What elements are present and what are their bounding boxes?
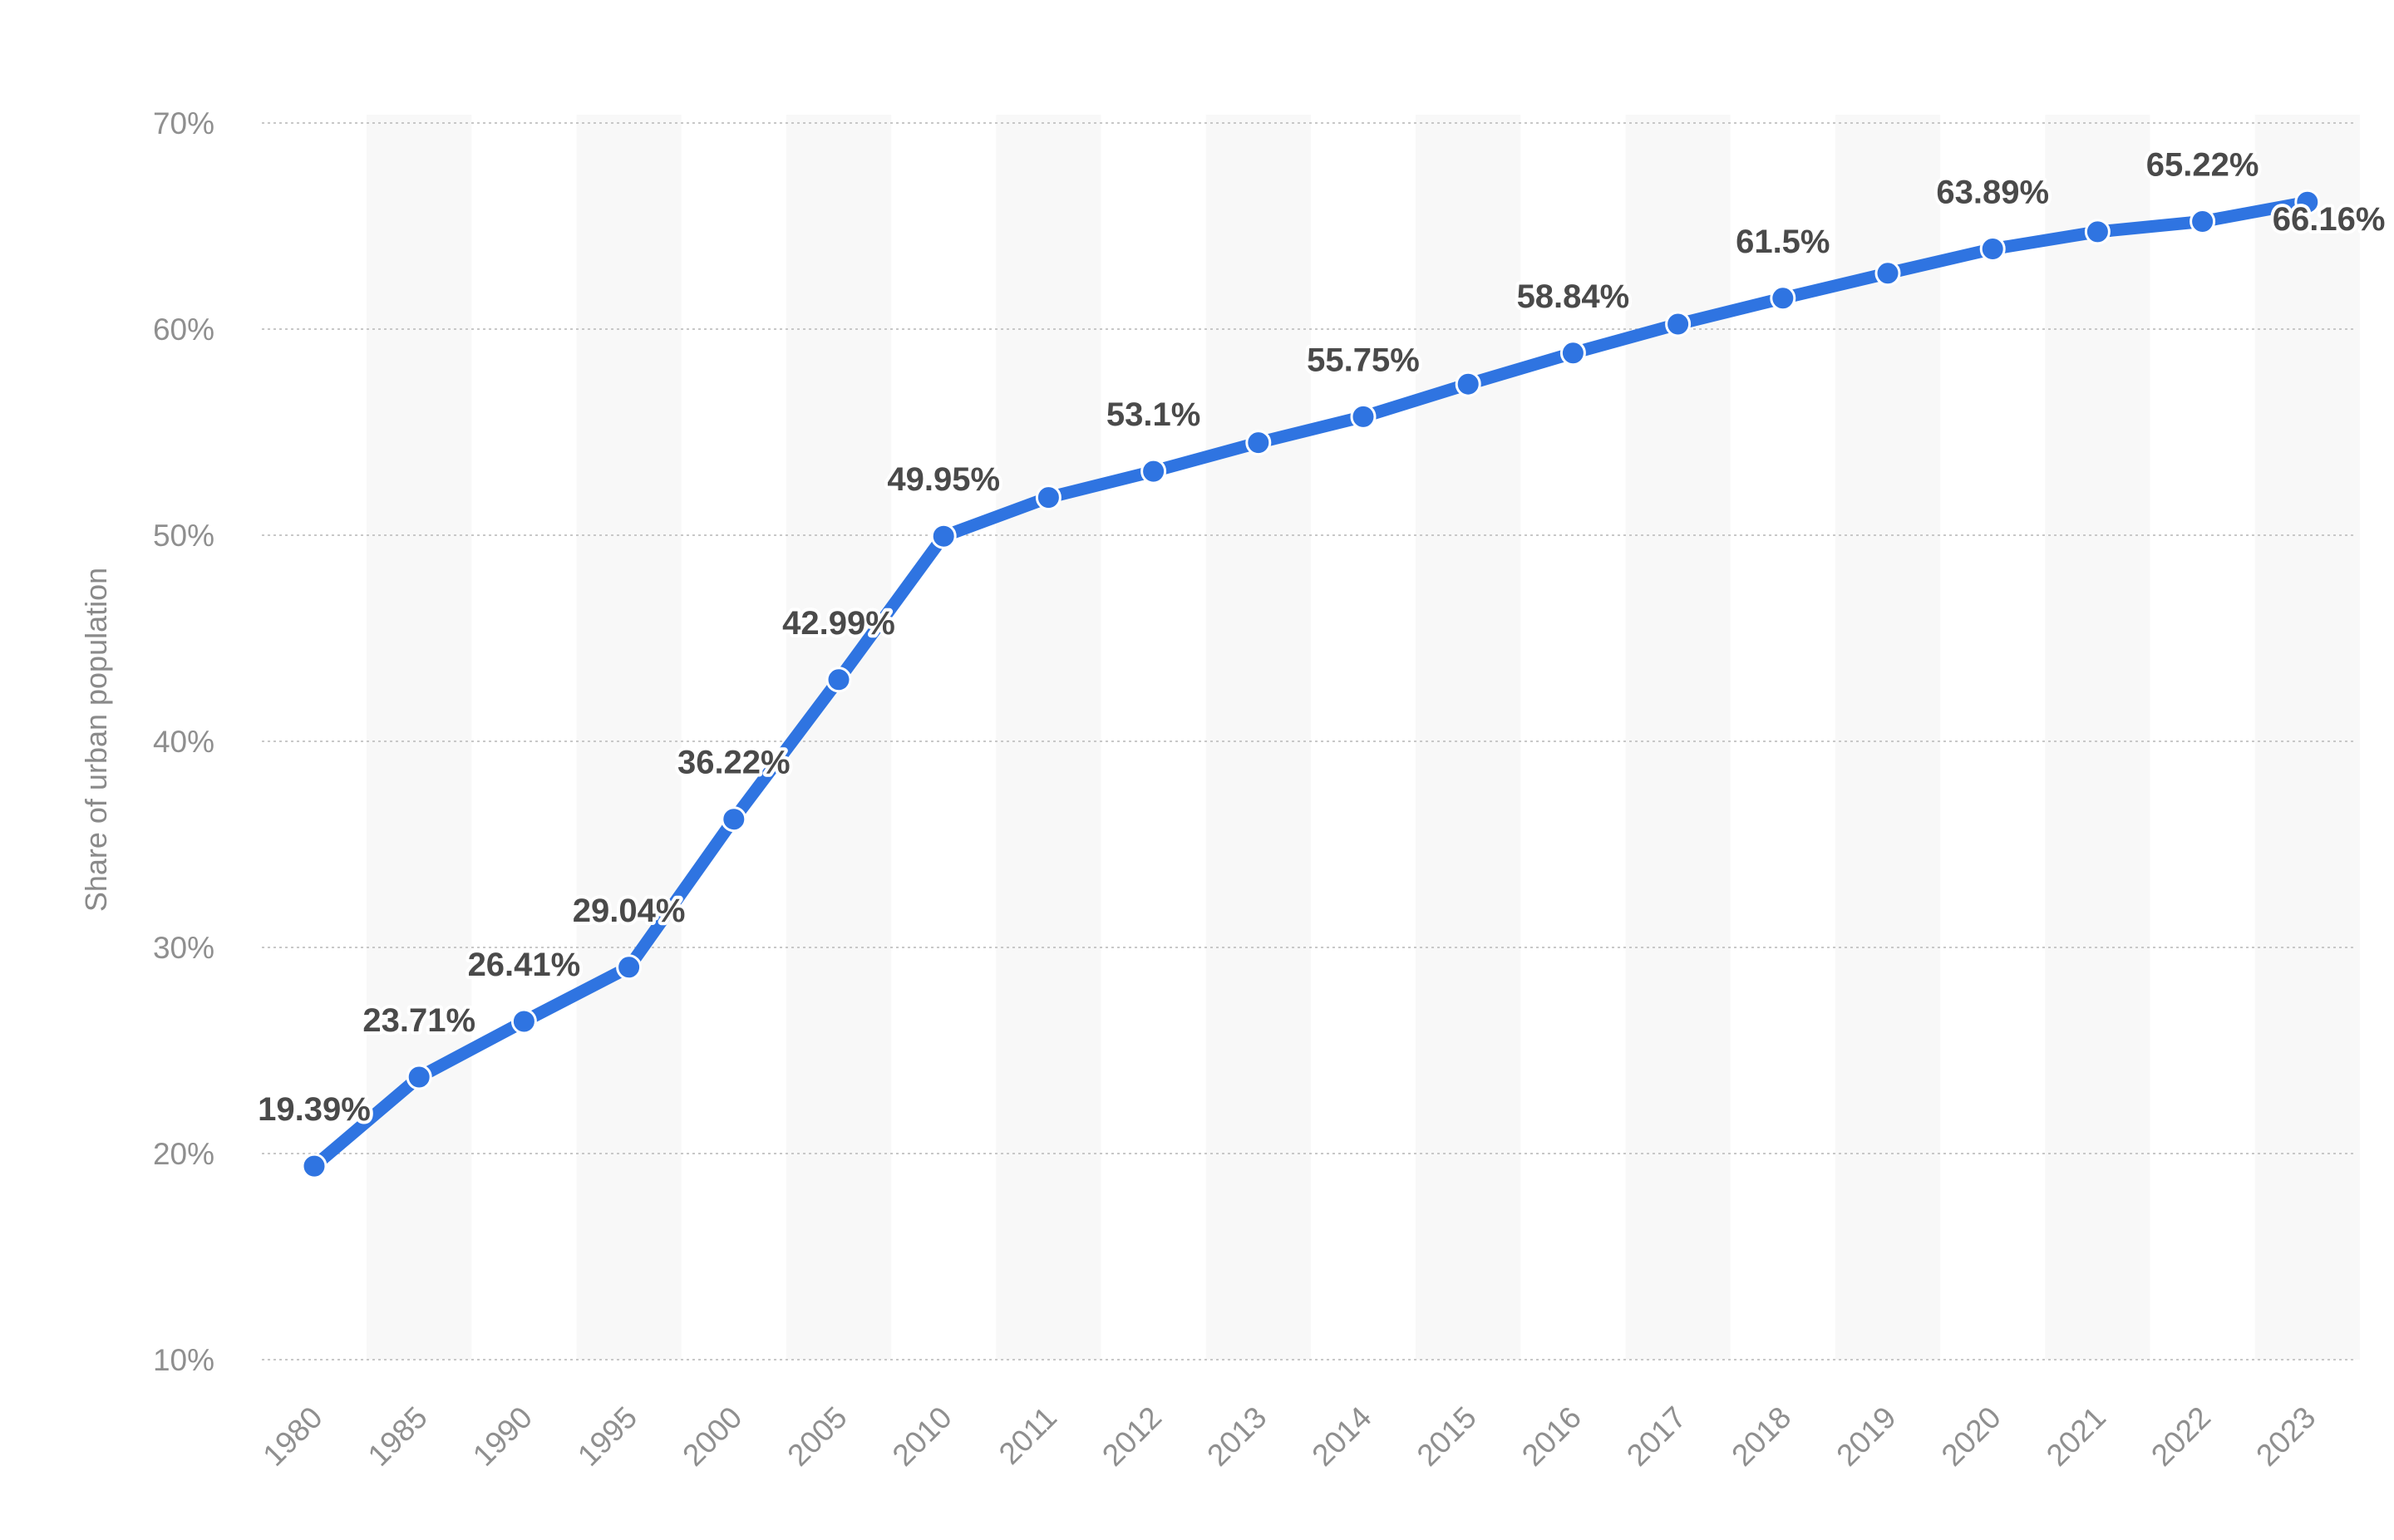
data-label-2023: 66.16% <box>2273 201 2386 238</box>
x-tick-label-2011: 2011 <box>993 1400 1063 1471</box>
data-label-2016: 58.84% <box>1517 278 1630 315</box>
data-point-2012 <box>1140 458 1167 485</box>
x-tick-label-2018: 2018 <box>1725 1400 1797 1473</box>
data-label-1995: 29.04% <box>573 893 686 929</box>
data-point-2011 <box>1035 485 1062 511</box>
column-band-2013 <box>1205 115 1311 1360</box>
data-point-1985 <box>406 1064 432 1090</box>
x-tick-label-2021: 2021 <box>2040 1400 2112 1473</box>
data-point-2016 <box>1559 340 1586 367</box>
series-data-points <box>301 189 2321 1179</box>
data-point-1995 <box>616 954 643 981</box>
x-tick-label-2000: 2000 <box>676 1400 748 1473</box>
x-tick-label-1980: 1980 <box>256 1400 328 1473</box>
data-point-2005 <box>825 667 852 693</box>
x-tick-label-2010: 2010 <box>886 1400 958 1473</box>
x-tick-label-2005: 2005 <box>781 1400 853 1473</box>
data-point-2021 <box>2084 219 2111 245</box>
x-axis-tick-labels: 1980 1985 1990 1995 2000 2005 2010 2011 2012 2013… <box>256 1400 2322 1473</box>
x-tick-label-2014: 2014 <box>1305 1400 1377 1473</box>
y-tick-label-50: 50% <box>153 519 214 553</box>
data-label-2022: 65.22% <box>2146 147 2259 184</box>
x-tick-label-2012: 2012 <box>1096 1400 1168 1473</box>
data-point-2010 <box>930 523 957 549</box>
data-label-2005: 42.99% <box>782 605 895 642</box>
x-tick-label-1995: 1995 <box>571 1400 643 1473</box>
column-band-1995 <box>576 115 682 1360</box>
column-band-2021 <box>2045 115 2150 1360</box>
alternating-column-bands <box>367 115 2360 1360</box>
series-line-urban-population <box>308 195 2314 1173</box>
data-label-2018: 61.5% <box>1736 224 1830 260</box>
series-data-labels: 19.39% 23.71% 26.41% 29.04% 36.22% 42.99% 49.9… <box>254 144 2388 1132</box>
data-point-2018 <box>1770 285 1796 312</box>
data-point-2022 <box>2190 209 2216 234</box>
data-point-1990 <box>510 1008 537 1035</box>
data-point-2014 <box>1350 403 1377 430</box>
y-tick-label-10: 10% <box>153 1343 214 1377</box>
data-label-2000: 36.22% <box>677 745 791 781</box>
data-point-2000 <box>721 806 747 833</box>
column-band-2023 <box>2254 115 2360 1360</box>
data-label-2014: 55.75% <box>1307 342 1420 378</box>
y-tick-label-70: 70% <box>153 106 214 140</box>
x-tick-label-1985: 1985 <box>362 1400 434 1473</box>
x-tick-label-2019: 2019 <box>1830 1400 1902 1473</box>
data-point-2013 <box>1245 430 1272 456</box>
column-band-2015 <box>1416 115 1521 1360</box>
column-band-2011 <box>996 115 1101 1360</box>
data-point-2017 <box>1665 311 1692 337</box>
data-label-1980: 19.39% <box>258 1091 371 1128</box>
x-tick-label-2015: 2015 <box>1411 1400 1483 1473</box>
x-tick-label-2016: 2016 <box>1515 1400 1588 1473</box>
x-tick-label-2022: 2022 <box>2145 1400 2217 1473</box>
data-point-1980 <box>301 1153 328 1179</box>
y-tick-label-40: 40% <box>153 725 214 759</box>
data-label-2010: 49.95% <box>887 461 1000 498</box>
x-tick-label-2020: 2020 <box>1935 1400 2007 1473</box>
y-axis-title: Share of urban population <box>79 568 113 912</box>
column-band-2019 <box>1835 115 1941 1360</box>
data-point-2023 <box>2294 189 2321 215</box>
data-label-1985: 23.71% <box>362 1002 475 1039</box>
x-tick-label-1990: 1990 <box>466 1400 539 1473</box>
data-point-2015 <box>1455 371 1481 397</box>
y-tick-label-20: 20% <box>153 1137 214 1171</box>
data-label-2012: 53.1% <box>1106 396 1200 433</box>
y-tick-label-60: 60% <box>153 312 214 347</box>
y-tick-label-30: 30% <box>153 931 214 965</box>
y-axis-tick-labels: 10% 20% 30% 40% 50% 60% 70% <box>153 106 214 1377</box>
x-tick-label-2023: 2023 <box>2249 1400 2322 1473</box>
data-label-1990: 26.41% <box>468 947 581 983</box>
data-label-2020: 63.89% <box>1936 175 2049 211</box>
column-band-2017 <box>1625 115 1731 1360</box>
column-band-2005 <box>786 115 892 1360</box>
x-tick-label-2013: 2013 <box>1200 1400 1273 1473</box>
x-tick-label-2017: 2017 <box>1620 1400 1692 1473</box>
data-point-2020 <box>1979 236 2006 262</box>
data-point-2019 <box>1874 260 1901 287</box>
column-band-1985 <box>367 115 472 1360</box>
